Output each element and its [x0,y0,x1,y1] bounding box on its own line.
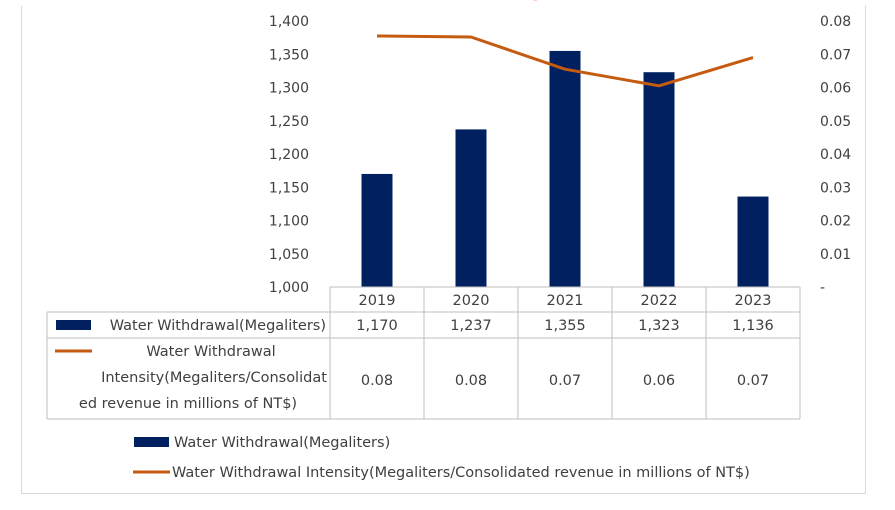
x-tick-label: 2020 [453,293,490,309]
x-tick-label: 2021 [547,293,584,309]
bar [455,129,487,287]
y-left-tick-label: 1,350 [269,47,309,63]
y-left-tick-label: 1,000 [269,280,309,296]
x-tick-label: 2023 [735,293,772,309]
table-row-label: ed revenue in millions of NT$) [79,396,297,412]
legend-label: Water Withdrawal(Megaliters) [174,435,390,451]
data-label: 0.08 [455,373,487,389]
y-right-tick-label: 0.05 [820,114,851,130]
line-series [376,34,754,88]
bar [737,196,769,287]
data-label: 0.07 [549,373,581,389]
legend-key-bar [134,437,169,447]
table-row-label: Intensity(Megaliters/Consolidat [101,370,327,386]
data-label: 1,323 [638,318,680,334]
y-left-tick-label: 1,100 [269,214,309,230]
y-right-tick-label: 0.03 [820,180,851,196]
data-label: 1,237 [450,318,492,334]
y-left-tick-label: 1,050 [269,247,309,263]
y-left-tick-label: 1,250 [269,114,309,130]
y-right-tick-label: 0.07 [820,47,851,63]
bar [549,50,581,287]
bar-series [361,50,769,287]
y-right-tick-label: - [820,280,825,296]
y-left-tick-label: 1,300 [269,81,309,97]
y-right-tick-label: 0.06 [820,81,851,97]
y-left-tick-label: 1,200 [269,147,309,163]
y-right-tick-label: 0.04 [820,147,851,163]
y-left-tick-label: 1,150 [269,180,309,196]
chart-frame [21,6,866,494]
data-label: 1,355 [544,318,586,334]
y-left-tick-label: 1,400 [269,14,309,30]
legend-label: Water Withdrawal Intensity(Megaliters/Co… [172,465,750,481]
y-axis-left: 1,000 1,050 1,100 1,150 1,200 1,250 1,300 1,350… [269,14,309,296]
x-tick-label: 2022 [641,293,678,309]
data-label: 0.07 [737,373,769,389]
bar [643,72,675,287]
y-axis-right: - 0.01 0.02 0.03 0.04 0.05 0.06 0.07 0.08 [820,14,851,296]
table-row-label: Water Withdrawal [146,344,275,360]
bar [361,173,393,287]
data-label: 0.08 [361,373,393,389]
table-row-label: Water Withdrawal(Megaliters) [110,318,326,334]
data-label: 1,170 [356,318,398,334]
table-key-bar [56,320,91,330]
y-right-tick-label: 0.02 [820,214,851,230]
data-label: 0.06 [643,373,675,389]
y-right-tick-label: 0.01 [820,247,851,263]
x-tick-label: 2019 [359,293,396,309]
data-label: 1,136 [732,318,774,334]
data-table: 2019 2020 2021 2022 2023 Water Withdrawal(Meg… [46,286,801,420]
legend: Water Withdrawal(Megaliters) Water Withdr… [133,435,750,481]
y-right-tick-label: 0.08 [820,14,851,30]
